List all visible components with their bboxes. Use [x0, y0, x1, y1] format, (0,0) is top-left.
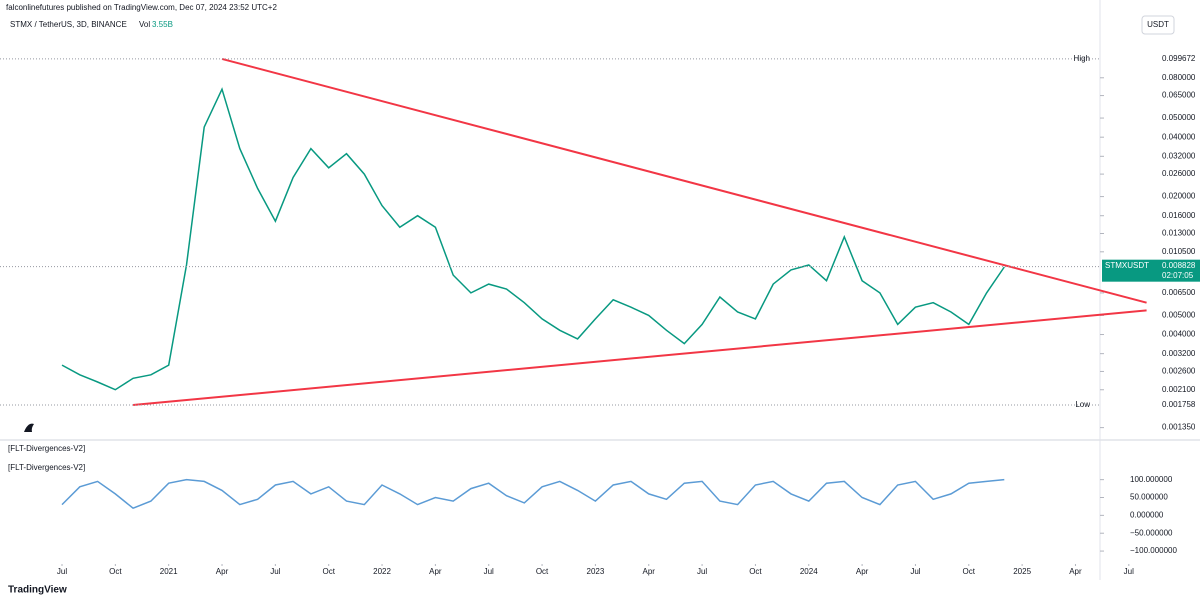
x-tick-label: Oct — [963, 567, 976, 576]
y-tick-label: 50.000000 — [1130, 493, 1168, 502]
indicator-title[interactable]: [FLT-Divergences-V2] — [8, 463, 85, 472]
countdown: 02:07:05 — [1162, 271, 1194, 280]
low-value: 0.001758 — [1162, 400, 1196, 409]
high-label: High — [1074, 54, 1090, 63]
x-tick-label: Oct — [322, 567, 335, 576]
x-tick-label: Apr — [856, 567, 869, 576]
currency[interactable]: USDT — [1147, 20, 1169, 29]
y-tick-label: 0.020000 — [1162, 192, 1196, 201]
y-tick-label: 0.080000 — [1162, 73, 1196, 82]
y-tick-label: 0.002600 — [1162, 367, 1196, 376]
y-tick-label: 0.003200 — [1162, 349, 1196, 358]
y-tick-label: 0.065000 — [1162, 91, 1196, 100]
y-tick-label: 0.016000 — [1162, 211, 1196, 220]
y-tick-label: 0.026000 — [1162, 169, 1196, 178]
y-tick-label: 0.002100 — [1162, 385, 1196, 394]
y-tick-label: 0.040000 — [1162, 132, 1196, 141]
y-tick-label: 0.001350 — [1162, 423, 1196, 432]
x-tick-label: Apr — [643, 567, 656, 576]
x-tick-label: Jul — [910, 567, 920, 576]
symbol-title: STMX / TetherUS, 3D, BINANCE — [10, 20, 127, 29]
y-tick-label: 100.000000 — [1130, 475, 1173, 484]
trendline — [221, 57, 1147, 304]
trendline — [133, 309, 1147, 406]
x-tick-label: Jul — [1124, 567, 1134, 576]
x-tick-label: 2024 — [800, 567, 818, 576]
x-tick-label: Jul — [697, 567, 707, 576]
x-tick-label: 2023 — [587, 567, 605, 576]
currency-box[interactable] — [1141, 15, 1175, 35]
x-tick-label: 2022 — [373, 567, 391, 576]
y-tick-label: −50.000000 — [1130, 528, 1173, 537]
x-tick-label: Jul — [57, 567, 67, 576]
y-tick-label: 0.000000 — [1130, 510, 1164, 519]
tv-mascot — [24, 423, 34, 432]
volume-value: 3.55B — [152, 20, 173, 29]
x-tick-label: Oct — [749, 567, 762, 576]
x-tick-label: 2021 — [160, 567, 178, 576]
volume-label: Vol — [139, 20, 150, 29]
x-tick-label: 2025 — [1013, 567, 1031, 576]
last-value: 0.008828 — [1162, 261, 1196, 270]
x-tick-label: Jul — [484, 567, 494, 576]
last-symbol: STMXUSDT — [1105, 261, 1149, 270]
x-tick-label: Jul — [270, 567, 280, 576]
y-tick-label: 0.004000 — [1162, 330, 1196, 339]
x-tick-label: Apr — [429, 567, 442, 576]
x-tick-label: Apr — [216, 567, 229, 576]
footer-logo[interactable]: TradingView — [8, 585, 67, 596]
y-tick-label: 0.006500 — [1162, 288, 1196, 297]
high-value: 0.099672 — [1162, 54, 1196, 63]
indicator-title-collapsed[interactable]: [FLT-Divergences-V2] — [8, 444, 85, 453]
y-tick-label: −100.000000 — [1130, 546, 1177, 555]
y-tick-label: 0.013000 — [1162, 229, 1196, 238]
x-tick-label: Apr — [1069, 567, 1082, 576]
series-line — [61, 478, 1005, 510]
x-tick-label: Oct — [109, 567, 122, 576]
x-tick-label: Oct — [536, 567, 549, 576]
y-tick-label: 0.032000 — [1162, 151, 1196, 160]
last-price-box — [1102, 259, 1200, 282]
publisher-line: falconlinefutures published on TradingVi… — [6, 3, 277, 12]
low-label: Low — [1075, 400, 1090, 409]
y-tick-label: 0.050000 — [1162, 113, 1196, 122]
y-tick-label: 0.005000 — [1162, 311, 1196, 320]
y-tick-label: 0.010500 — [1162, 247, 1196, 256]
series-line — [61, 87, 1005, 391]
